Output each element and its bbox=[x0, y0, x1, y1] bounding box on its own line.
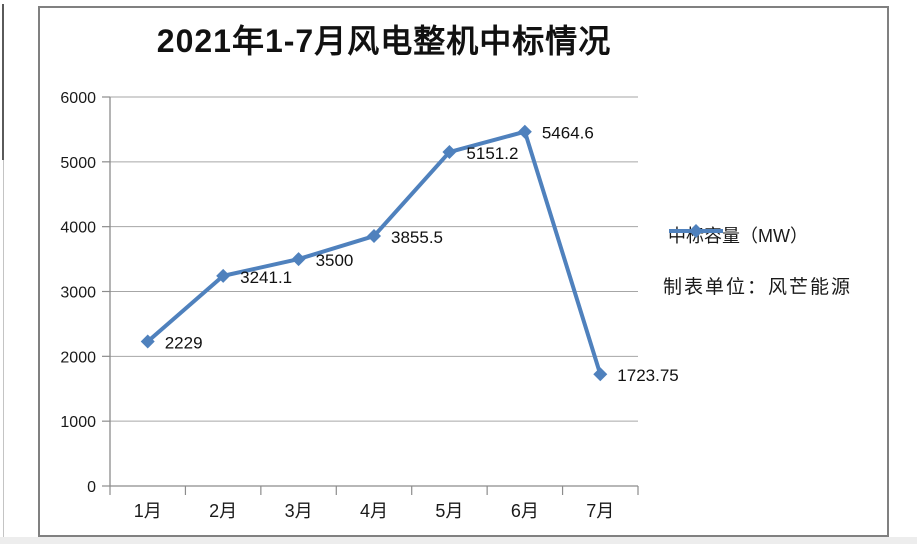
data-point-marker bbox=[216, 268, 231, 283]
x-tick-label: 1月 bbox=[134, 501, 162, 521]
x-tick-label: 7月 bbox=[586, 501, 614, 521]
data-point-marker bbox=[140, 334, 155, 349]
y-tick-label: 0 bbox=[87, 479, 96, 496]
data-label: 2229 bbox=[165, 333, 203, 352]
bottom-strip bbox=[0, 537, 917, 544]
left-edge-line bbox=[2, 4, 4, 160]
y-tick-label: 6000 bbox=[60, 90, 96, 107]
x-tick-label: 4月 bbox=[360, 501, 388, 521]
data-label: 3855.5 bbox=[391, 228, 443, 247]
data-point-marker bbox=[517, 124, 532, 139]
data-label: 1723.75 bbox=[617, 366, 678, 385]
chart-title: 2021年1-7月风电整机中标情况 bbox=[156, 23, 612, 59]
y-tick-label: 4000 bbox=[60, 220, 96, 237]
data-point-marker bbox=[291, 252, 306, 267]
x-tick-label: 3月 bbox=[285, 501, 313, 521]
chart-container: 0 1000 2000 3000 4000 5000 6000 1月 2月 3月 4月 5月 6月 7月 2… bbox=[38, 6, 889, 537]
data-label: 3500 bbox=[316, 251, 354, 270]
left-edge-line-faint bbox=[3, 160, 4, 540]
x-tick-label: 5月 bbox=[435, 501, 463, 521]
data-point-marker bbox=[367, 229, 381, 244]
x-tick-label: 2月 bbox=[209, 501, 237, 521]
chart-frame-border bbox=[38, 6, 889, 537]
data-label: 5464.6 bbox=[542, 124, 594, 143]
series-line bbox=[145, 129, 603, 377]
data-label: 3241.1 bbox=[240, 268, 292, 287]
x-tick-label: 6月 bbox=[511, 501, 539, 521]
legend-line-marker-icon bbox=[669, 224, 723, 238]
data-point-marker bbox=[442, 145, 457, 160]
y-tick-label: 3000 bbox=[60, 285, 96, 302]
y-tick-label: 5000 bbox=[60, 155, 96, 172]
chart-plot-svg: 0 1000 2000 3000 4000 5000 6000 1月 2月 3月 4月 5月 6月 7月 2… bbox=[38, 6, 889, 537]
y-tick-label: 2000 bbox=[60, 349, 96, 366]
legend: 中标容量（MW） bbox=[668, 222, 808, 248]
data-point-marker bbox=[593, 367, 608, 382]
credit-text: 制表单位：风芒能源 bbox=[663, 277, 853, 298]
data-label: 5151.2 bbox=[466, 144, 518, 163]
y-tick-label: 1000 bbox=[60, 414, 96, 431]
